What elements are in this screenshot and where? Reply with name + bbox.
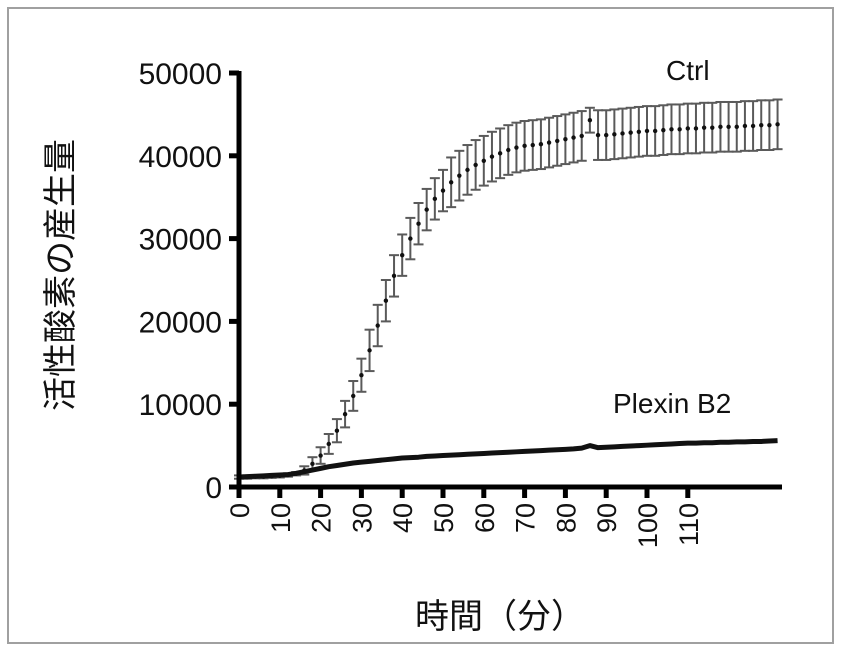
y-tick-label: 0 <box>205 472 222 505</box>
data-point-ctrl <box>375 323 380 328</box>
data-point-ctrl <box>677 127 682 132</box>
data-point-ctrl <box>620 131 625 136</box>
data-point-ctrl <box>326 441 331 447</box>
data-point-ctrl <box>604 132 609 138</box>
data-point-ctrl <box>318 453 323 458</box>
data-point-ctrl <box>310 461 315 467</box>
series-label-plexin-b2: Plexin B2 <box>613 388 731 419</box>
data-point-ctrl <box>514 145 519 150</box>
data-point-ctrl <box>628 130 633 135</box>
data-point-ctrl <box>587 117 593 123</box>
x-axis-title: 時間（分） <box>415 597 585 637</box>
data-point-ctrl <box>538 142 544 147</box>
y-tick-label: 50000 <box>139 58 222 91</box>
data-point-ctrl <box>261 474 266 479</box>
chart-frame <box>7 7 834 644</box>
data-point-ctrl <box>285 472 291 478</box>
x-tick-label: 80 <box>551 503 581 533</box>
data-point-ctrl <box>269 474 274 479</box>
data-point-ctrl <box>367 348 372 353</box>
x-tick-label: 100 <box>633 503 663 548</box>
data-point-ctrl <box>506 147 511 153</box>
x-tick-label: 90 <box>592 503 622 533</box>
data-point-ctrl <box>669 127 674 132</box>
data-point-ctrl <box>342 411 348 417</box>
data-point-ctrl <box>293 471 299 476</box>
data-point-ctrl <box>750 123 756 129</box>
y-tick-label: 10000 <box>139 389 222 422</box>
data-point-ctrl <box>359 373 364 378</box>
data-point-ctrl <box>652 128 658 134</box>
data-point-ctrl <box>759 122 764 128</box>
data-point-ctrl <box>277 473 282 479</box>
x-tick-label: 20 <box>307 503 337 533</box>
x-tick-label: 40 <box>388 503 418 533</box>
y-axis-title: 活性酸素の産生量 <box>41 139 81 411</box>
data-point-ctrl <box>351 393 356 399</box>
data-point-ctrl <box>424 207 429 212</box>
x-tick-label: 110 <box>674 503 704 546</box>
data-point-ctrl <box>555 138 560 144</box>
data-point-ctrl <box>489 154 495 159</box>
x-tick-label: 70 <box>511 503 541 533</box>
data-point-ctrl <box>522 143 527 149</box>
data-point-ctrl <box>244 474 250 480</box>
data-point-ctrl <box>457 173 462 178</box>
data-point-ctrl <box>432 196 438 202</box>
data-point-ctrl <box>693 126 699 131</box>
data-point-ctrl <box>595 132 601 138</box>
data-point-ctrl <box>644 128 650 134</box>
data-point-ctrl <box>473 162 478 168</box>
series-line-plexin-b2 <box>238 438 778 480</box>
data-point-ctrl <box>710 125 715 130</box>
x-tick-label: 30 <box>347 503 377 533</box>
data-point-ctrl <box>408 236 413 241</box>
data-point-ctrl <box>767 122 772 128</box>
data-point-ctrl <box>530 142 535 148</box>
data-point-ctrl <box>440 188 446 193</box>
data-point-ctrl <box>497 151 503 156</box>
data-point-ctrl <box>465 167 470 173</box>
data-point-ctrl <box>253 474 258 479</box>
data-point-ctrl <box>726 124 731 130</box>
data-point-ctrl <box>701 125 707 130</box>
data-point-ctrl <box>546 140 552 145</box>
x-tick-label: 10 <box>266 503 296 533</box>
data-point-ctrl <box>391 273 397 279</box>
data-point-ctrl <box>448 180 454 185</box>
data-point-ctrl <box>612 132 617 137</box>
y-tick-label: 30000 <box>139 224 222 257</box>
data-point-ctrl <box>636 129 642 134</box>
series-label-ctrl: Ctrl <box>666 55 710 86</box>
data-point-ctrl <box>734 124 739 130</box>
data-point-ctrl <box>718 124 723 130</box>
data-point-ctrl <box>571 135 576 140</box>
data-point-ctrl <box>416 221 421 226</box>
data-point-ctrl <box>563 137 568 142</box>
y-tick-label: 40000 <box>139 141 222 174</box>
x-tick-label: 0 <box>225 503 255 518</box>
data-point-ctrl <box>302 468 307 473</box>
data-point-ctrl <box>742 123 748 129</box>
data-point-ctrl <box>400 252 405 258</box>
data-point-ctrl <box>579 133 584 139</box>
data-point-ctrl <box>775 122 780 127</box>
x-tick-label: 50 <box>429 503 459 533</box>
data-point-ctrl <box>383 298 389 303</box>
x-tick-label: 60 <box>470 503 500 533</box>
data-point-ctrl <box>661 127 666 133</box>
data-point-ctrl <box>685 126 690 131</box>
data-point-ctrl <box>334 428 340 433</box>
y-tick-label: 20000 <box>139 306 222 339</box>
data-point-ctrl <box>481 158 486 163</box>
